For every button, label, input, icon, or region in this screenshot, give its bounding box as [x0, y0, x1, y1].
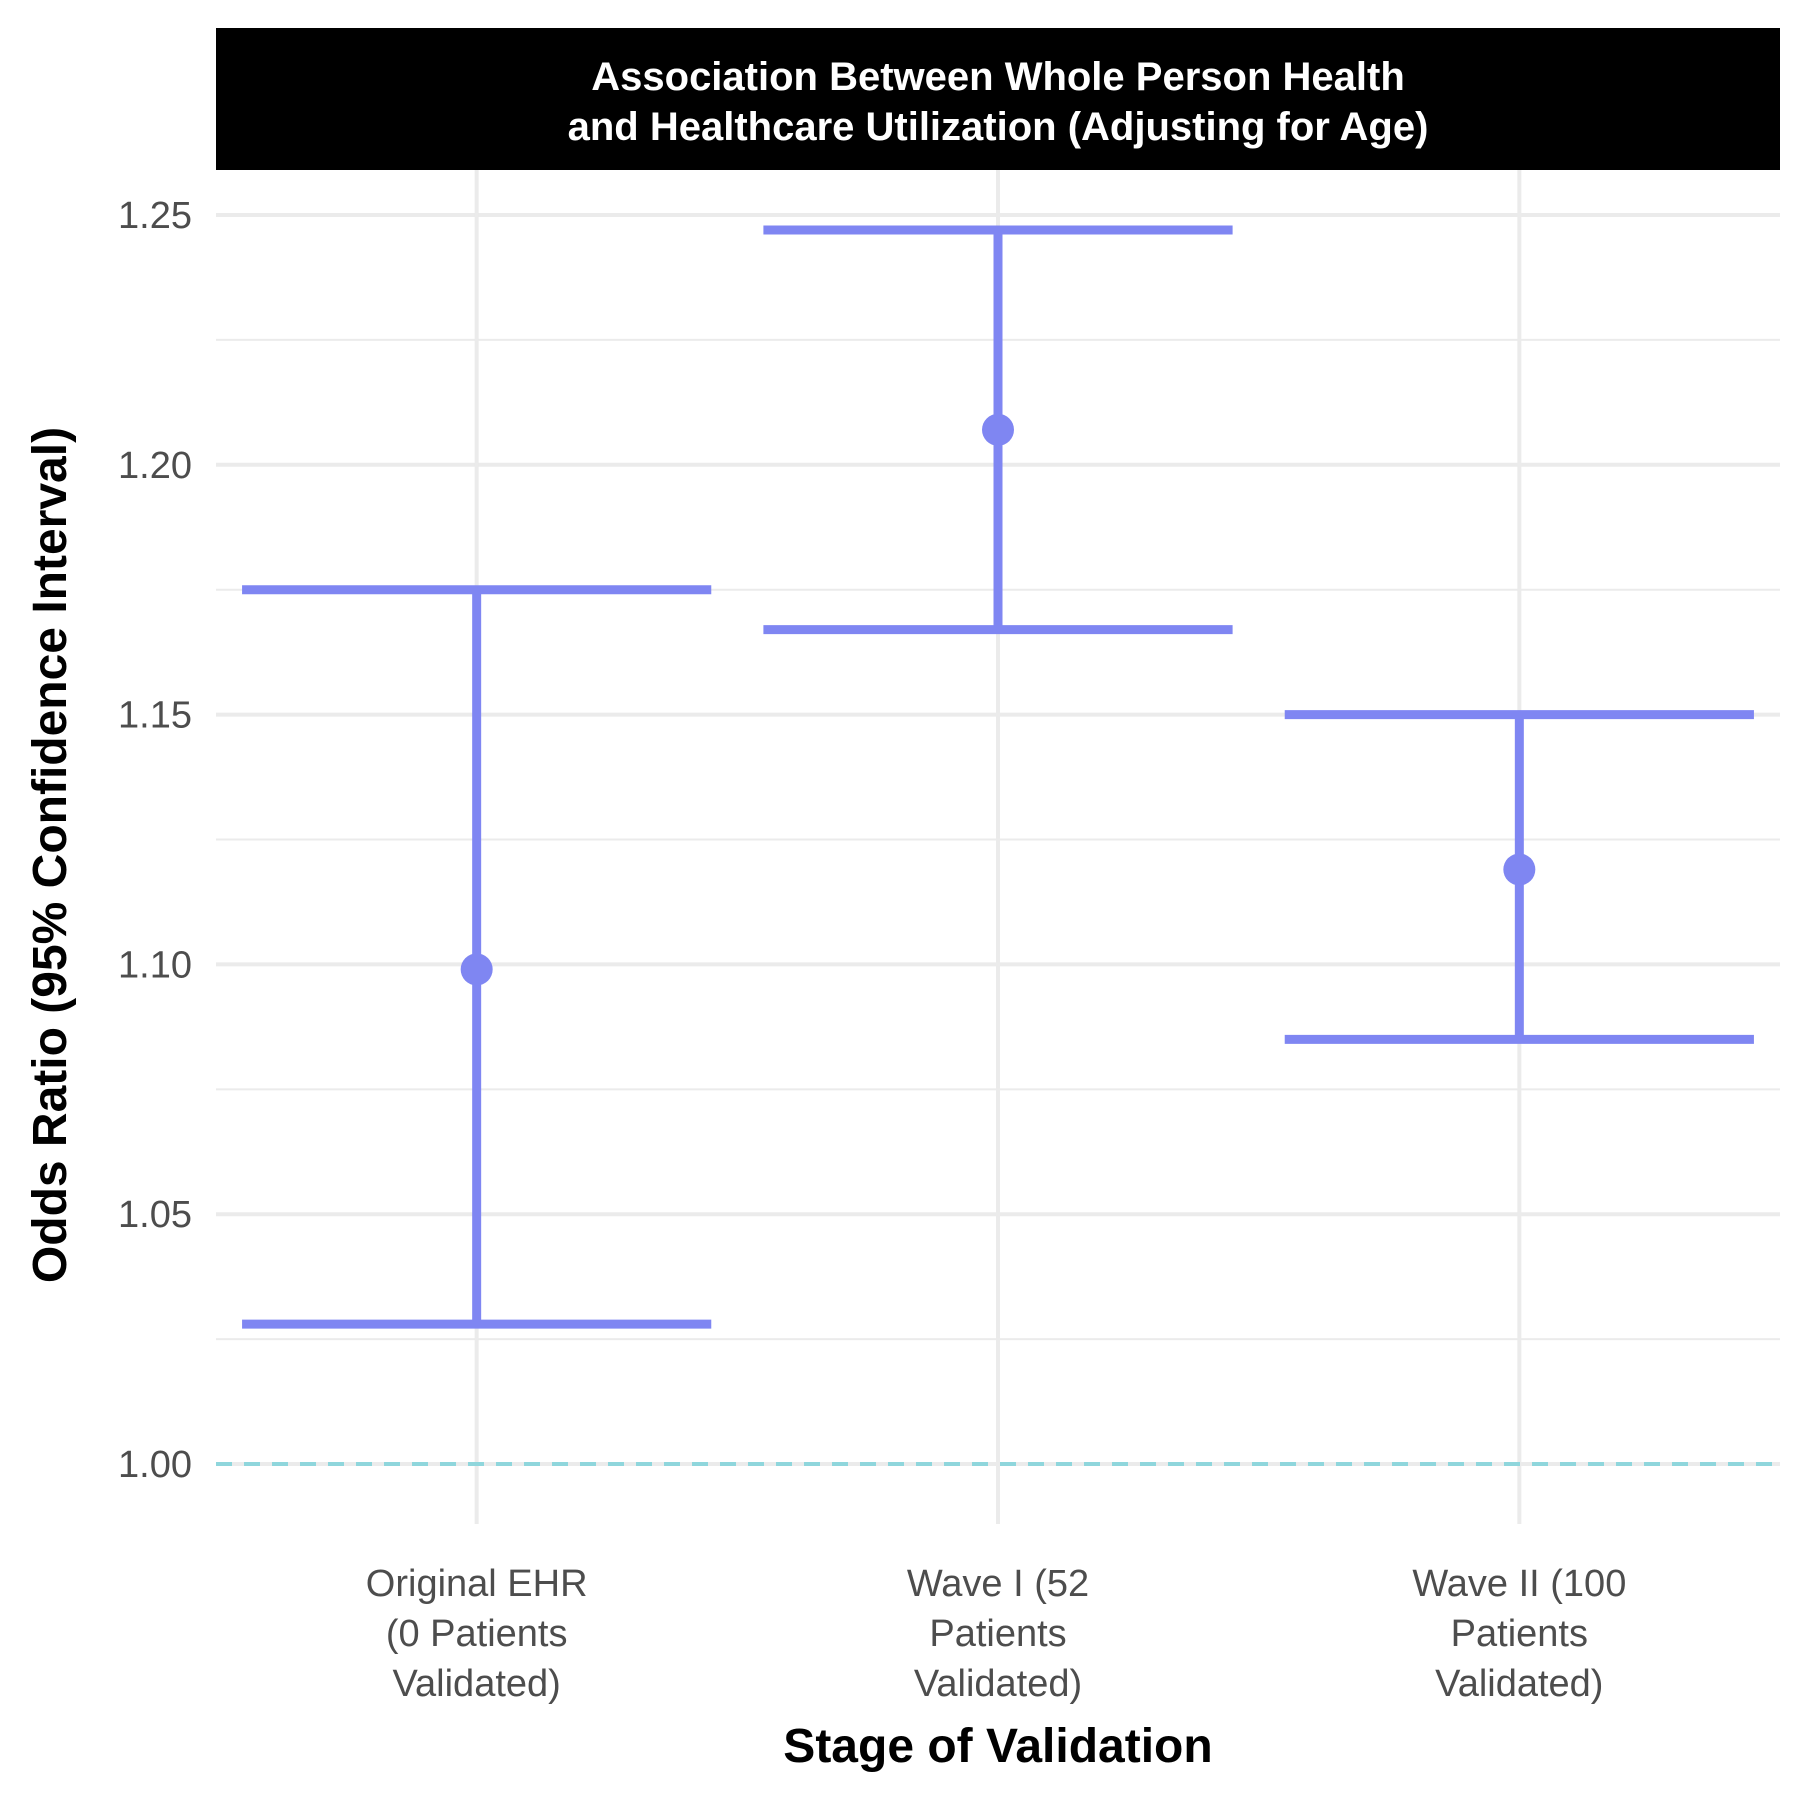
point-estimate: [460, 953, 493, 986]
x-tick-label: Patients: [929, 1613, 1066, 1655]
y-tick-label: 1.00: [118, 1444, 192, 1486]
x-tick-label: Patients: [1451, 1613, 1588, 1655]
chart-title-line-1: Association Between Whole Person Health: [591, 55, 1405, 99]
x-tick-label: Original EHR: [366, 1563, 588, 1605]
y-tick-label: 1.10: [118, 944, 192, 986]
x-tick-label: (0 Patients: [386, 1613, 568, 1655]
x-tick-label: Validated): [1435, 1663, 1603, 1705]
y-axis-ticks: 1.00 1.05 1.10 1.15 1.20 1.25: [118, 195, 192, 1486]
x-axis-title: Stage of Validation: [783, 1720, 1212, 1773]
y-tick-label: 1.20: [118, 445, 192, 487]
y-axis-title: Odds Ratio (95% Confidence Interval): [24, 427, 77, 1283]
y-tick-label: 1.05: [118, 1194, 192, 1236]
y-tick-label: 1.15: [118, 695, 192, 737]
x-tick-label: Validated): [914, 1663, 1082, 1705]
strip-background: [216, 28, 1780, 170]
y-tick-label: 1.25: [118, 195, 192, 237]
point-estimate: [982, 413, 1014, 446]
chart-title-line-2: and Healthcare Utilization (Adjusting fo…: [568, 105, 1429, 149]
x-tick-label: Wave II (100: [1412, 1563, 1626, 1605]
point-estimate: [1503, 853, 1536, 886]
x-tick-label: Wave I (52: [907, 1563, 1089, 1605]
x-tick-label: Validated): [393, 1663, 561, 1705]
error-bars: [242, 225, 1754, 1329]
x-axis-ticks: Original EHR (0 Patients Validated) Wave I …: [366, 1563, 1627, 1705]
